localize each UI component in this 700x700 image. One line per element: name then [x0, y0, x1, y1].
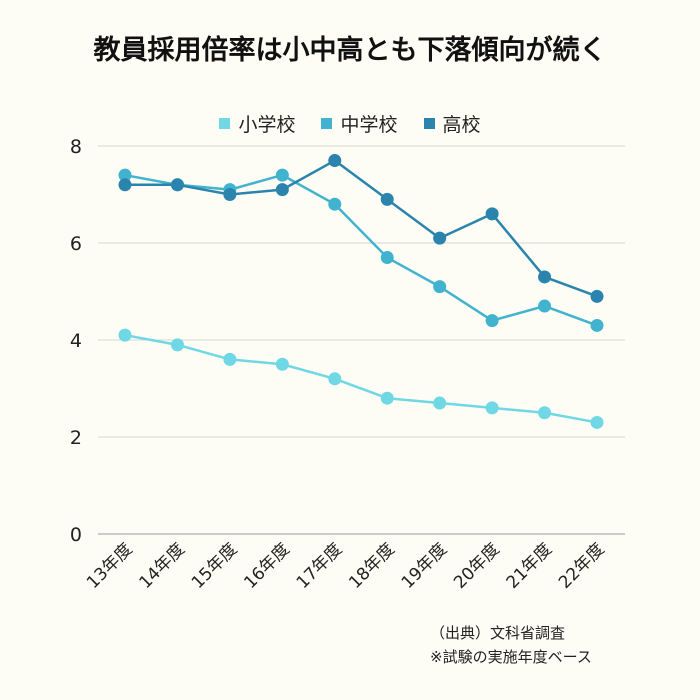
data-point: [485, 207, 499, 221]
legend-swatch: [219, 118, 231, 129]
legend-item-0: 小学校: [219, 110, 295, 137]
data-point: [380, 192, 394, 206]
x-tick-label: 22年度: [555, 539, 608, 592]
legend-item-2: 高校: [423, 110, 481, 137]
data-point: [590, 415, 604, 429]
x-tick-label: 19年度: [398, 539, 451, 592]
data-point: [380, 251, 394, 265]
data-point: [538, 299, 552, 313]
series-line-1: [124, 173, 598, 327]
legend-swatch: [321, 118, 333, 129]
data-point: [170, 338, 184, 352]
data-point: [170, 178, 184, 192]
data-point: [590, 318, 604, 332]
footnote: ※試験の実施年度ベース: [430, 648, 592, 666]
data-point: [328, 154, 342, 168]
data-point: [485, 314, 499, 328]
data-point: [275, 168, 289, 182]
data-point: [328, 372, 342, 386]
x-tick-label: 15年度: [188, 539, 241, 592]
y-tick-label: 0: [70, 524, 82, 546]
data-point: [118, 178, 132, 192]
data-point: [433, 280, 447, 294]
y-tick-label: 4: [70, 330, 82, 352]
legend-swatch: [423, 118, 435, 129]
data-point: [275, 183, 289, 197]
legend-item-1: 中学校: [321, 110, 398, 137]
data-point: [328, 197, 342, 211]
data-point: [590, 289, 604, 303]
x-tick-label: 21年度: [503, 539, 556, 592]
x-tick-label: 18年度: [345, 539, 398, 592]
x-tick-label: 13年度: [83, 539, 136, 592]
x-tick-label: 14年度: [135, 539, 188, 592]
data-point: [380, 391, 394, 405]
data-point: [223, 188, 237, 201]
legend-label: 高校: [442, 114, 481, 136]
series-line-0: [124, 333, 598, 424]
source-note: （出典）文科省調査: [430, 624, 566, 642]
series-line-2: [125, 159, 598, 298]
data-point: [223, 352, 237, 366]
data-point: [538, 406, 552, 420]
chart-title: 教員採用倍率は小中高とも下落傾向が続く: [93, 35, 607, 66]
data-point: [118, 328, 132, 342]
x-tick-label: 16年度: [240, 539, 293, 592]
y-tick-label: 6: [70, 233, 82, 255]
data-point: [433, 231, 447, 245]
data-point: [275, 357, 289, 371]
y-tick-label: 8: [70, 136, 82, 158]
legend-label: 中学校: [340, 114, 398, 136]
data-point: [538, 270, 552, 284]
x-tick-label: 17年度: [293, 539, 346, 592]
data-point: [433, 396, 447, 410]
y-tick-label: 2: [70, 427, 82, 449]
x-tick-label: 20年度: [450, 539, 503, 592]
data-point: [118, 168, 132, 182]
data-point: [485, 401, 499, 415]
legend-label: 小学校: [238, 114, 296, 136]
legend: 小学校 中学校 高校: [0, 110, 700, 137]
